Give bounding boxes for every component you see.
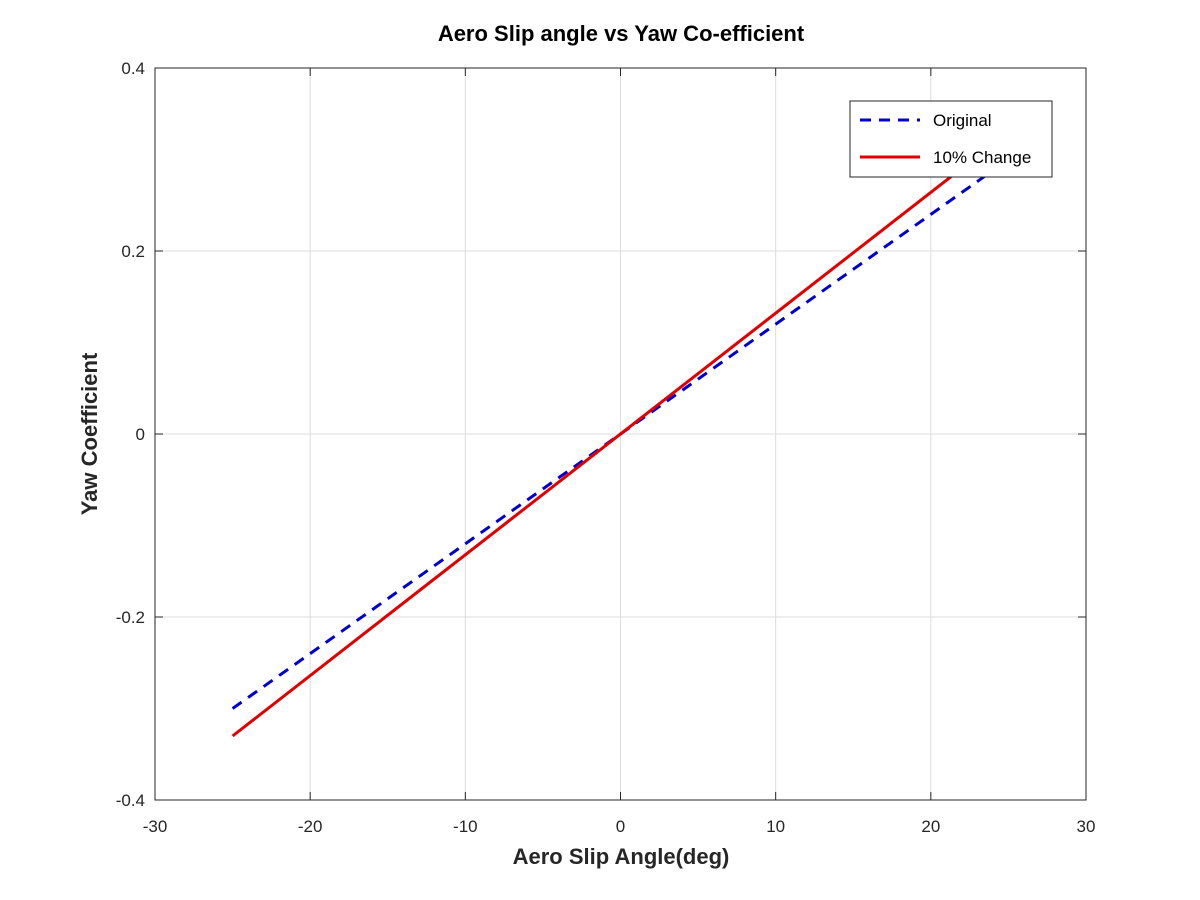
- legend: Original 10% Change: [849, 100, 1053, 178]
- legend-box: [849, 100, 1053, 178]
- legend-label-10pct-change: 10% Change: [933, 148, 1031, 167]
- x-tick-label: 10: [766, 817, 785, 836]
- series-lines: [231, 158, 1010, 738]
- x-tick-label: 20: [921, 817, 940, 836]
- legend-label-original: Original: [933, 111, 992, 130]
- x-tick-label: -20: [298, 817, 323, 836]
- y-tick-label: 0: [136, 425, 145, 444]
- y-tick-label: -0.2: [116, 608, 145, 627]
- y-axis-label: Yaw Coefficient: [77, 352, 102, 515]
- y-tick-label: 0.2: [121, 242, 145, 261]
- x-tick-label: -30: [143, 817, 168, 836]
- x-tick-label: 0: [616, 817, 625, 836]
- x-axis-label: Aero Slip Angle(deg): [513, 844, 730, 869]
- axis-ticks: -30 -20 -10 0 10 20 30 -0.4 -0.2 0 0.2 0.4: [116, 59, 1096, 836]
- series-line-10pct-change: [231, 161, 971, 738]
- x-tick-label: 30: [1077, 817, 1096, 836]
- chart-title: Aero Slip angle vs Yaw Co-efficient: [438, 21, 805, 46]
- x-tick-label: -10: [453, 817, 478, 836]
- y-tick-label: 0.4: [121, 59, 145, 78]
- y-tick-label: -0.4: [116, 791, 145, 810]
